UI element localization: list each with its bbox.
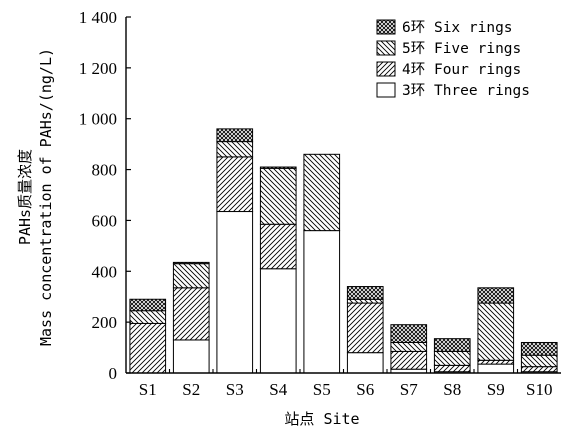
- bar-segment-s7-series-2: [390, 350, 428, 370]
- bar-segment-s4-series-3: [259, 167, 297, 225]
- bar-segment-s3-series-4: [216, 128, 254, 143]
- bar-segment-s9-series-4: [477, 287, 515, 304]
- y-tick-label: 600: [92, 211, 118, 230]
- bar-segment-s3-series-3: [216, 141, 254, 158]
- x-axis-title: 站点 Site: [284, 410, 359, 428]
- bar-segment-s8-series-3: [433, 350, 471, 366]
- x-tick-label: S10: [526, 380, 552, 399]
- bar-segment-s7-series-4: [390, 324, 428, 343]
- bar-segment-s6-series-4: [346, 286, 384, 300]
- bars-layer: [129, 128, 558, 374]
- x-tick-label: S1: [139, 380, 157, 399]
- bar-segment-s9-series-1: [477, 363, 515, 374]
- bar-segment-s2-series-3: [172, 263, 210, 289]
- legend-label: 3环 Three rings: [402, 83, 530, 99]
- y-tick-label: 400: [92, 262, 118, 281]
- bar-segment-s10-series-2: [520, 366, 558, 373]
- x-tick-label: S8: [443, 380, 461, 399]
- legend: 6环 Six rings 5环 Five rings 4环 Four rings 3环…: [376, 19, 530, 99]
- bar-segment-s8-series-2: [433, 364, 471, 373]
- legend-swatch: [376, 40, 396, 56]
- bar-segment-s10-series-3: [520, 354, 558, 368]
- y-axis-title-line2: Mass concentration of PAHs/(ng/L): [37, 48, 55, 346]
- legend-label: 6环 Six rings: [402, 20, 513, 36]
- x-tick-label: S9: [487, 380, 505, 399]
- y-tick-label: 800: [92, 161, 118, 180]
- y-axis-title-line1: PAHs质量浓度: [16, 149, 34, 245]
- bar-segment-s4-series-2: [259, 223, 297, 270]
- legend-swatch: [376, 19, 396, 35]
- bar-segment-s5-series-3: [303, 153, 341, 232]
- bar-segment-s1-series-3: [129, 310, 167, 324]
- bar-segment-s7-series-3: [390, 341, 428, 352]
- bar-segment-s9-series-3: [477, 302, 515, 361]
- y-tick-label: 1 200: [79, 59, 117, 78]
- y-tick-label: 0: [109, 364, 118, 383]
- bar-segment-s1-series-4: [129, 298, 167, 312]
- bar-segment-s2-series-2: [172, 287, 210, 341]
- bar-segment-s2-series-4: [172, 261, 210, 265]
- legend-label: 4环 Four rings: [402, 62, 521, 78]
- bar-segment-s6-series-1: [346, 352, 384, 374]
- bar-segment-s9-series-2: [477, 359, 515, 365]
- bar-segment-s6-series-2: [346, 302, 384, 354]
- x-tick-label: S4: [269, 380, 287, 399]
- bar-segment-s8-series-4: [433, 338, 471, 352]
- bar-segment-s10-series-4: [520, 341, 558, 356]
- y-tick-label: 200: [92, 313, 118, 332]
- bar-segment-s1-series-2: [129, 322, 167, 374]
- bar-segment-s2-series-1: [172, 339, 210, 374]
- legend-label: 5环 Five rings: [402, 41, 521, 57]
- x-tick-label: S2: [182, 380, 200, 399]
- bar-segment-s5-series-1: [303, 230, 341, 374]
- legend-swatch: [376, 82, 396, 98]
- bar-segment-s3-series-1: [216, 211, 254, 374]
- y-tick-label: 1 400: [79, 8, 117, 27]
- bar-segment-s3-series-2: [216, 156, 254, 213]
- bar-segment-s4-series-4: [259, 166, 297, 169]
- legend-swatch: [376, 61, 396, 77]
- x-tick-label: S3: [226, 380, 244, 399]
- x-tick-label: S5: [313, 380, 331, 399]
- bar-segment-s4-series-1: [259, 268, 297, 374]
- bar-segment-s6-series-3: [346, 298, 384, 304]
- x-tick-label: S7: [400, 380, 418, 399]
- x-tick-label: S6: [356, 380, 374, 399]
- y-tick-label: 1 000: [79, 110, 117, 129]
- axes-layer: 0 200 400 600 800 1 000 1 200 1 400 S1 S2 S3 S4 S5 S6…: [79, 8, 561, 399]
